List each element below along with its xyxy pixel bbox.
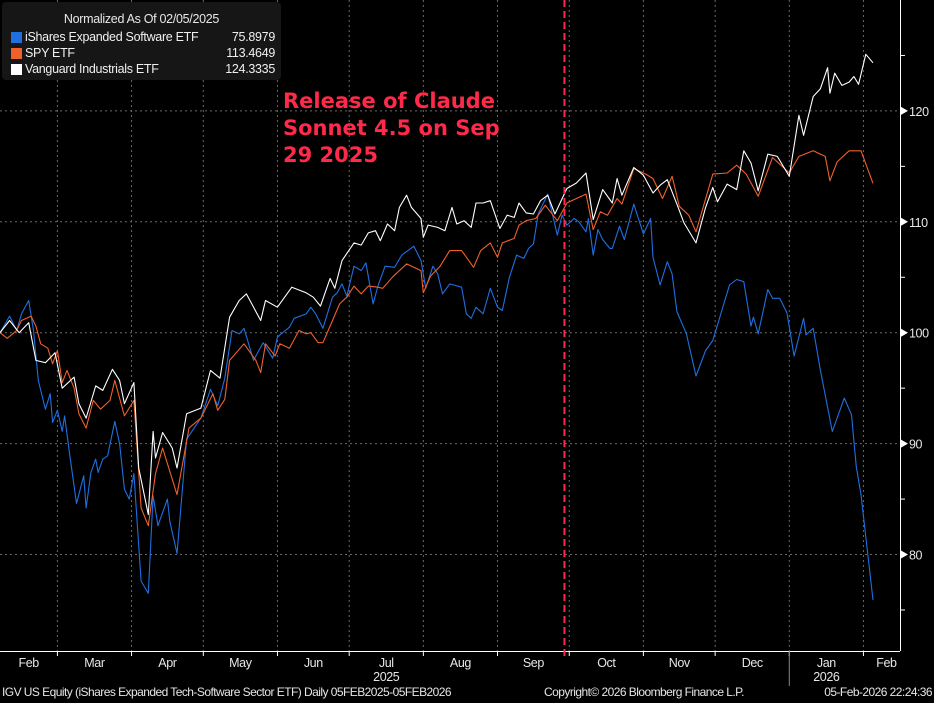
x-month-label: Nov [669, 656, 691, 670]
y-tick-label: 120 [909, 105, 929, 119]
x-month-label: Sep [523, 656, 544, 670]
series-line-igv [0, 193, 874, 601]
x-month-label: May [229, 656, 253, 670]
footer-copyright: Copyright© 2026 Bloomberg Finance L.P. [544, 685, 744, 699]
x-month-label: Feb [876, 656, 897, 670]
x-month-label: Oct [597, 656, 616, 670]
footer-security-description: IGV US Equity (iShares Expanded Tech-Sof… [2, 685, 452, 699]
x-month-label: Aug [450, 656, 471, 670]
legend-label: SPY ETF [25, 46, 75, 60]
legend-value: 75.8979 [231, 30, 275, 44]
legend-swatch [11, 31, 22, 43]
legend-label: Vanguard Industrials ETF [25, 62, 159, 76]
legend-item-igv: iShares Expanded Software ETF 75.8979 [11, 29, 275, 45]
x-month-label: Jul [379, 656, 394, 670]
legend-swatch [11, 47, 22, 59]
x-month-label: Jun [304, 656, 323, 670]
annotation-text: Release of Claude Sonnet 4.5 on Sep 29 2… [283, 89, 500, 167]
x-month-label: Dec [742, 656, 763, 670]
x-month-label: Jan [817, 656, 836, 670]
y-tick-marker-icon [901, 328, 908, 337]
legend-value: 113.4649 [226, 46, 275, 60]
y-tick-label: 100 [909, 327, 929, 341]
series-line-vis [0, 53, 874, 516]
legend-item-vis: Vanguard Industrials ETF 124.3335 [11, 61, 275, 77]
series-line-spy [0, 150, 874, 527]
x-year-label: 2026 [813, 670, 840, 684]
x-month-label: Feb [19, 656, 40, 670]
y-tick-label: 90 [909, 438, 923, 452]
legend-item-spy: SPY ETF 113.4649 [11, 45, 275, 61]
x-month-label: Mar [84, 656, 105, 670]
legend-swatch [11, 63, 22, 75]
y-tick-marker-icon [901, 550, 908, 559]
x-month-label: Apr [158, 656, 176, 670]
footer-timestamp: 05-Feb-2026 22:24:36 [824, 685, 932, 699]
x-year-label: 2025 [373, 670, 400, 684]
axes: 80 90 100 110 120 Feb Mar Apr May Jun Jul Aug Sep Oct… [0, 0, 930, 686]
legend-title: Normalized As Of 02/05/2025 [63, 12, 220, 26]
y-tick-marker-icon [901, 106, 908, 115]
y-tick-marker-icon [901, 217, 908, 226]
legend-label: iShares Expanded Software ETF [25, 30, 199, 44]
y-tick-marker-icon [901, 439, 908, 448]
legend-value: 124.3335 [225, 62, 275, 76]
series-lines [0, 53, 874, 601]
y-tick-label: 80 [909, 549, 923, 563]
legend: Normalized As Of 02/05/2025 iShares Expa… [2, 2, 281, 80]
y-tick-label: 110 [909, 216, 928, 230]
